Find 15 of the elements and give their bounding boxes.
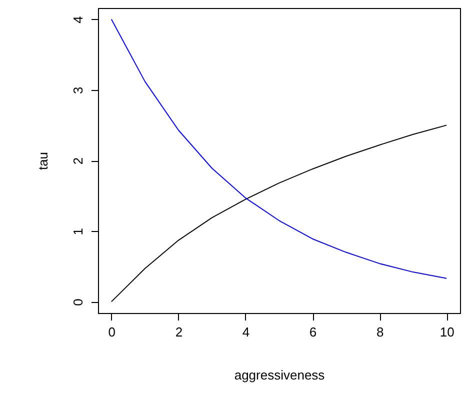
x-tick-label: 8	[376, 324, 384, 340]
x-tick-label: 2	[175, 324, 183, 340]
y-axis-title: tau	[36, 152, 50, 170]
y-tick-label: 2	[70, 157, 86, 165]
line-series	[110, 124, 448, 302]
y-tick-label: 3	[70, 86, 86, 94]
x-axis-title: aggressiveness	[234, 368, 326, 382]
y-tick-label: 0	[70, 298, 86, 306]
y-tick-label: 1	[70, 228, 86, 236]
x-tick-label: 0	[108, 324, 116, 340]
x-tick-label: 6	[309, 324, 317, 340]
line-series	[110, 18, 448, 279]
x-tick-label: 10	[440, 324, 454, 340]
x-tick-label: 4	[242, 324, 250, 340]
y-tick-label: 4	[70, 16, 86, 24]
